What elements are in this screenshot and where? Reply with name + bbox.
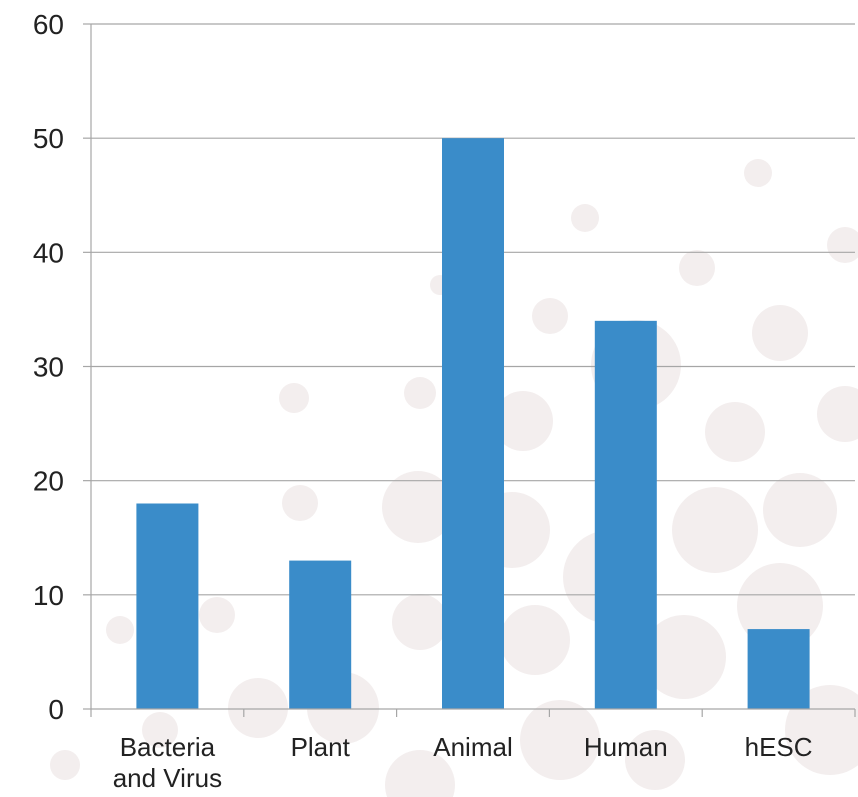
x-category-label-line: and Virus xyxy=(113,763,222,793)
background-dot xyxy=(106,616,134,644)
background-dot xyxy=(520,700,600,780)
bar xyxy=(289,560,352,709)
background-dot xyxy=(737,563,823,649)
background-dot xyxy=(625,730,685,790)
y-tick-label: 20 xyxy=(33,466,64,497)
background-dot xyxy=(679,250,715,286)
background-dot xyxy=(744,159,772,187)
y-tick-label: 50 xyxy=(33,123,64,154)
background-dot xyxy=(199,597,235,633)
y-tick-label: 40 xyxy=(33,237,64,268)
x-category-label: Animal xyxy=(433,732,512,762)
y-tick-label: 30 xyxy=(33,352,64,383)
background-dot xyxy=(532,298,568,334)
background-dot xyxy=(382,471,454,543)
background-dot xyxy=(571,204,599,232)
x-category-label: hESC xyxy=(745,732,813,762)
x-category-label-line: Plant xyxy=(291,732,351,762)
bar xyxy=(747,629,810,709)
background-dot xyxy=(228,678,288,738)
background-dot xyxy=(279,383,309,413)
background-dot xyxy=(392,594,448,650)
background-dot xyxy=(752,305,808,361)
bars xyxy=(136,138,810,709)
x-category-label-line: Animal xyxy=(433,732,512,762)
background-dot xyxy=(763,473,837,547)
background-dot xyxy=(817,386,858,442)
bar xyxy=(136,503,199,709)
x-category-label-line: Human xyxy=(584,732,668,762)
axes xyxy=(83,23,856,717)
x-category-labels: Bacteria and Virus Plant Animal Human hESC xyxy=(113,732,813,793)
y-tick-label: 10 xyxy=(33,580,64,611)
background-dot xyxy=(672,487,758,573)
y-tick-labels: 0 10 20 30 40 50 60 xyxy=(33,9,64,725)
background-dot xyxy=(142,712,178,748)
background-dot xyxy=(705,402,765,462)
x-category-label: Bacteria and Virus xyxy=(113,732,222,793)
bar xyxy=(594,320,657,709)
background-dot xyxy=(50,750,80,780)
bar xyxy=(442,138,504,709)
background-dot xyxy=(493,391,553,451)
background-dot xyxy=(404,377,436,409)
background-dot xyxy=(500,605,570,675)
y-tick-label: 60 xyxy=(33,9,64,40)
background-dot xyxy=(827,227,858,263)
y-tick-label: 0 xyxy=(48,694,64,725)
background-dot xyxy=(385,750,455,797)
x-category-label-line: Bacteria xyxy=(120,732,216,762)
x-category-label-line: hESC xyxy=(745,732,813,762)
x-category-label: Human xyxy=(584,732,668,762)
background-dot xyxy=(642,615,726,699)
background-dot xyxy=(282,485,318,521)
x-category-label: Plant xyxy=(291,732,351,762)
